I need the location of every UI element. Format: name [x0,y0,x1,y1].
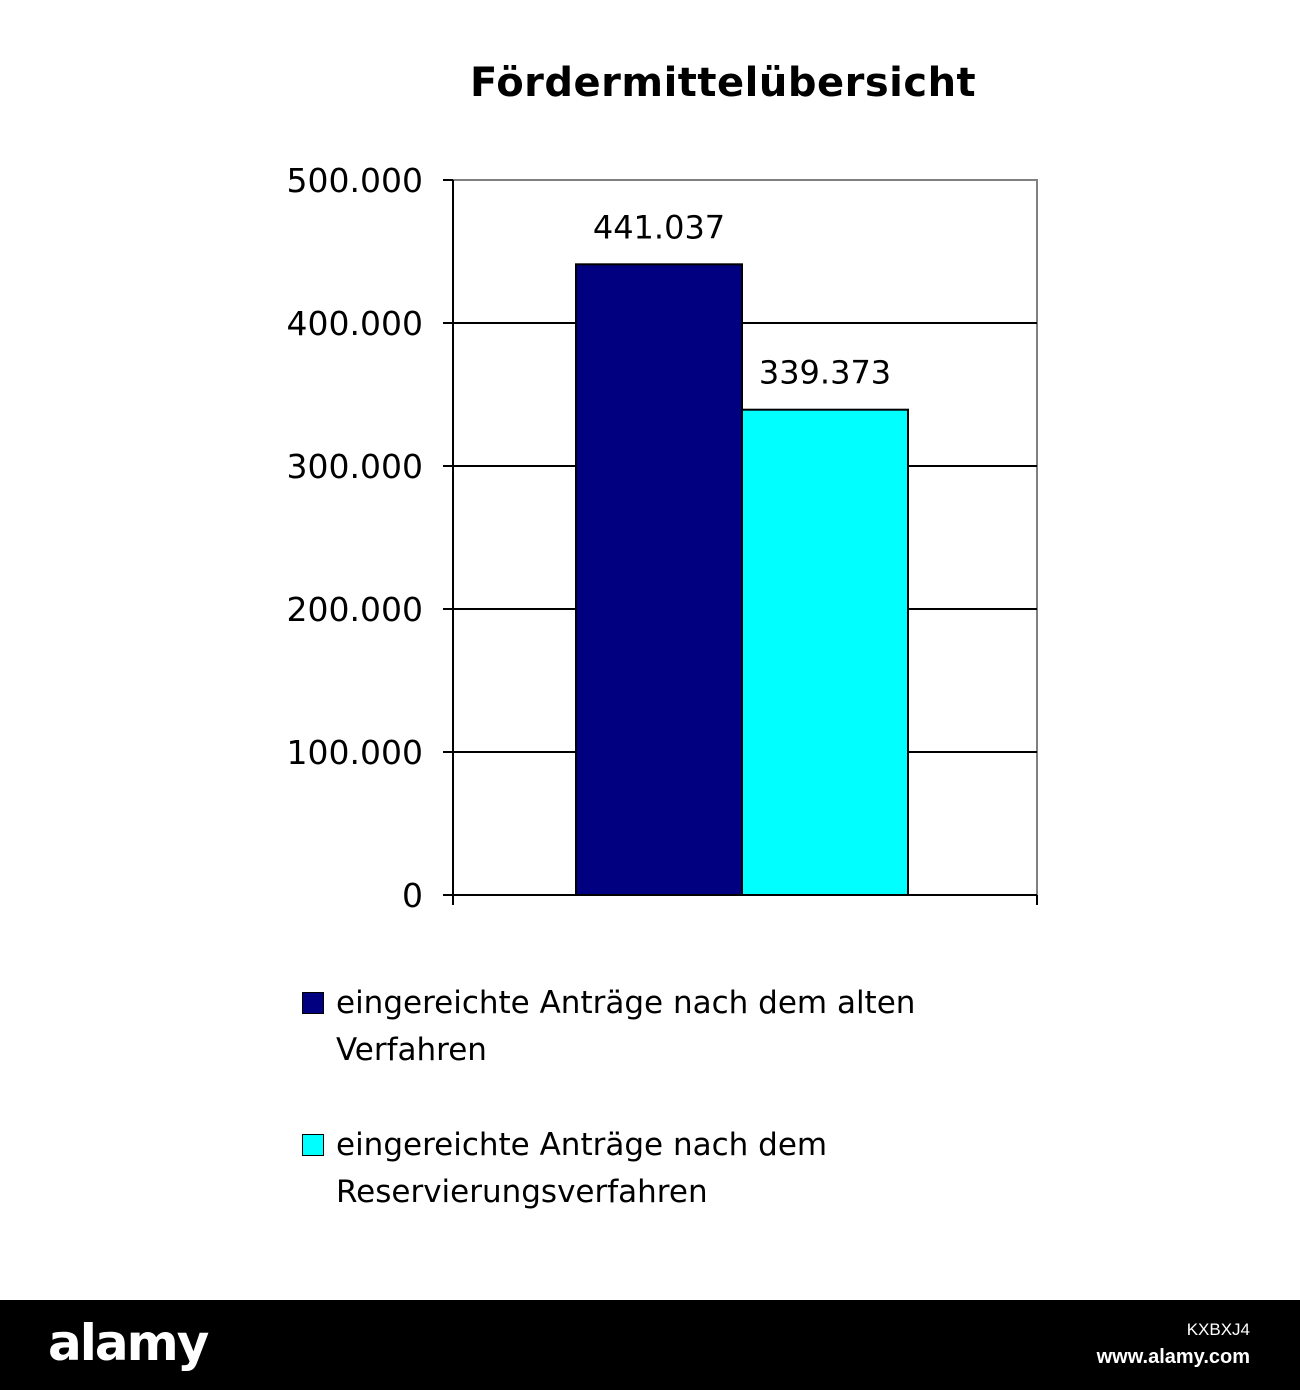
data-labels: 441.037 339.373 [593,208,891,391]
y-axis-ticks: 0 100.000 200.000 300.000 400.000 500.000 [287,161,453,915]
data-label-series-1: 441.037 [593,208,725,246]
bars [575,263,909,896]
y-tick-label: 500.000 [287,161,423,200]
bar-chart: 0 100.000 200.000 300.000 400.000 500.000 441… [287,161,1038,915]
legend-swatch-cyan [302,1134,324,1156]
alamy-logo: alamy [48,1314,209,1372]
bar-series-1 [575,263,743,896]
chart-title: Fördermittelübersicht [470,60,977,106]
image-id: KXBXJ4 [1186,1320,1250,1339]
legend-swatch-navy [302,992,324,1014]
y-tick-label: 100.000 [287,733,423,772]
legend-item-reservation-procedure: eingereichte Anträge nach dem Reservieru… [302,1122,882,1216]
legend-label: eingereichte Anträge nach dem alten Verf… [336,985,916,1068]
legend-label: eingereichte Anträge nach dem Reservieru… [336,1127,828,1210]
y-tick-label: 0 [402,876,423,915]
legend-item-old-procedure: eingereichte Anträge nach dem alten Verf… [302,980,982,1074]
y-tick-label: 200.000 [287,590,423,629]
source-url: www.alamy.com [1096,1346,1250,1368]
data-label-series-2: 339.373 [759,354,891,392]
y-tick-label: 400.000 [287,304,423,343]
watermark-footer: alamy KXBXJ4 www.alamy.com [0,1300,1300,1390]
y-tick-label: 300.000 [287,447,423,486]
bar-series-2 [741,408,909,896]
